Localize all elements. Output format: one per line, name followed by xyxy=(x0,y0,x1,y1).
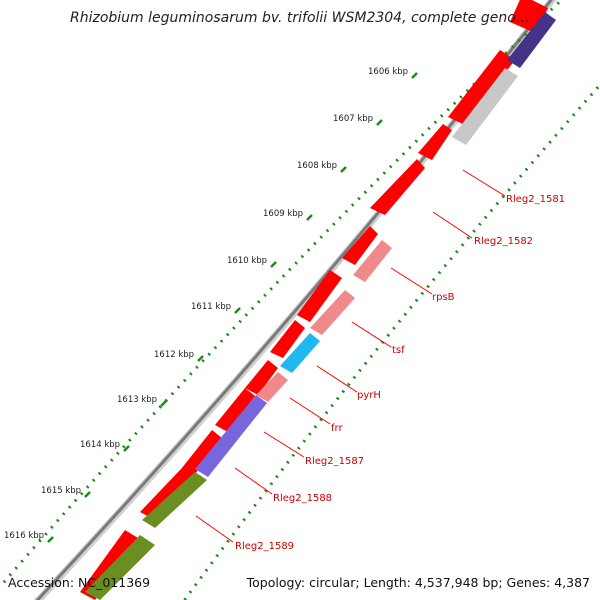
kbp-tick-mark xyxy=(306,214,313,221)
kbp-tick-label: 1611 kbp xyxy=(191,302,231,312)
kbp-tick-mark xyxy=(270,261,277,268)
kbp-tick-label: 1614 kbp xyxy=(80,440,120,450)
gene-label[interactable]: pyrH xyxy=(357,390,381,401)
kbp-tick-mark xyxy=(160,400,167,407)
gene-arrow[interactable] xyxy=(448,50,515,125)
kbp-tick-mark xyxy=(47,536,54,543)
gene-arrow[interactable] xyxy=(370,159,425,215)
kbp-tick-label: 1615 kbp xyxy=(41,486,81,496)
kbp-scale: 1606 kbp 1607 kbp 1608 kbp 1609 kbp 1610 kbp… xyxy=(4,67,418,543)
genome-title: Rhizobium leguminosarum bv. trifolii WSM… xyxy=(70,10,532,26)
kbp-tick-mark xyxy=(197,355,204,362)
gene-arrow[interactable] xyxy=(140,470,190,520)
kbp-tick-label: 1608 kbp xyxy=(297,161,337,171)
gene-callout-line xyxy=(316,365,358,393)
gene-label[interactable]: Rleg2_1581 xyxy=(506,194,565,205)
gene-callout-line xyxy=(462,169,506,197)
gene-callout-line xyxy=(390,267,433,295)
gene-callout-line xyxy=(351,321,392,348)
inner-tick-track xyxy=(182,82,600,600)
accession-label: Accession: NC_011369 xyxy=(8,575,151,590)
gene-label[interactable]: Rleg2_1587 xyxy=(305,456,364,467)
gene-arrow[interactable] xyxy=(245,360,278,395)
kbp-tick-label: 1613 kbp xyxy=(117,395,157,405)
kbp-tick-label: 1612 kbp xyxy=(154,350,194,360)
gene-arrow[interactable] xyxy=(270,320,305,358)
gene-label[interactable]: rpsB xyxy=(432,292,455,303)
kbp-tick-label: 1616 kbp xyxy=(4,531,44,541)
gene-callout-line xyxy=(432,211,473,239)
kbp-tick-label: 1609 kbp xyxy=(263,209,303,219)
kbp-tick-mark xyxy=(411,72,418,79)
kbp-tick-mark xyxy=(340,166,347,173)
kbp-tick-mark xyxy=(234,307,241,314)
kbp-tick-label: 1607 kbp xyxy=(333,114,373,124)
gene-arrow-cyan[interactable] xyxy=(280,333,320,373)
gene-label[interactable]: Rleg2_1589 xyxy=(235,541,294,552)
kbp-tick-mark xyxy=(376,119,383,126)
gene-arrow[interactable] xyxy=(418,124,452,160)
gene-arrow-pink[interactable] xyxy=(256,372,288,402)
gene-label[interactable]: Rleg2_1588 xyxy=(273,493,332,504)
reverse-strand-genes xyxy=(85,12,556,600)
gene-callout-line xyxy=(289,397,331,425)
gene-arrow-pink[interactable] xyxy=(310,290,355,335)
outer-tick-track xyxy=(0,0,564,590)
kbp-tick-mark xyxy=(84,491,91,498)
gene-callout-line xyxy=(195,515,234,543)
gene-arrow-green[interactable] xyxy=(142,472,207,528)
gene-label[interactable]: Rleg2_1582 xyxy=(474,236,533,247)
gene-arrow-green[interactable] xyxy=(85,535,155,600)
genome-summary: Topology: circular; Length: 4,537,948 bp… xyxy=(246,575,590,590)
gene-arrow[interactable] xyxy=(297,270,342,322)
kbp-tick-mark xyxy=(123,445,130,452)
gene-arrow-dark-purple[interactable] xyxy=(507,12,556,68)
gene-arrow-grey[interactable] xyxy=(452,68,518,145)
gene-arrow[interactable] xyxy=(215,388,255,432)
gene-arrow-pink[interactable] xyxy=(353,240,392,282)
kbp-tick-label: 1610 kbp xyxy=(227,256,267,266)
forward-strand-genes xyxy=(80,0,548,600)
gene-labels: Rleg2_1581 Rleg2_1582 rpsB tsf pyrH frr Rleg2_… xyxy=(195,169,565,552)
gene-arrow[interactable] xyxy=(342,226,378,265)
gene-callout-line xyxy=(234,467,273,495)
gene-label[interactable]: frr xyxy=(331,423,343,434)
gene-arrow-purple[interactable] xyxy=(195,395,267,477)
kbp-tick-label: 1606 kbp xyxy=(368,67,408,77)
gene-callout-line xyxy=(263,431,305,458)
gene-label[interactable]: tsf xyxy=(392,345,405,356)
